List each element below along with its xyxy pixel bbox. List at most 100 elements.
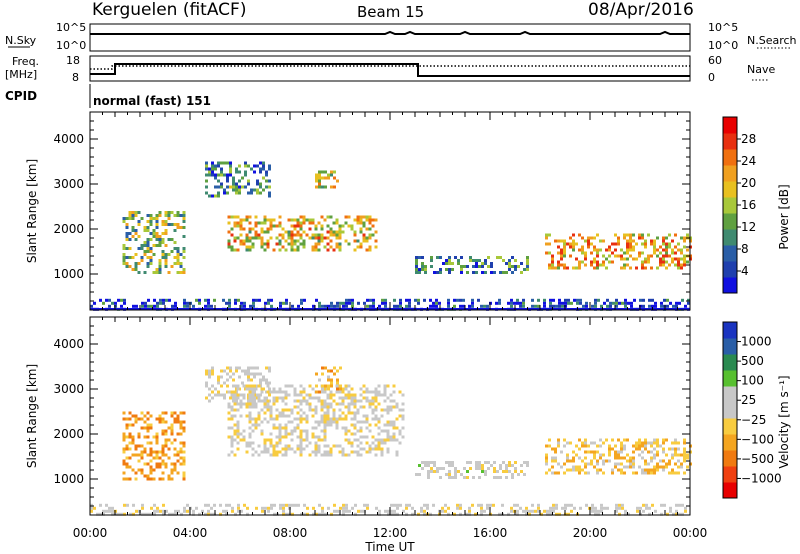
y-tick-label: 2000 (53, 427, 84, 441)
heatmap-cell (321, 512, 324, 516)
heatmap-cell (111, 509, 114, 513)
heatmap-cell (341, 426, 345, 430)
heatmap-cell (686, 456, 689, 460)
heatmap-cell (371, 435, 375, 439)
heatmap-cell (183, 304, 186, 308)
heatmap-cell (371, 441, 375, 445)
heatmap-cell (359, 441, 363, 445)
heatmap-cell (195, 506, 198, 510)
heatmap-cell (149, 256, 153, 259)
heatmap-cell (153, 298, 156, 302)
heatmap-cell (590, 251, 593, 255)
heatmap-cell (344, 417, 348, 421)
heatmap-cell (584, 471, 587, 475)
velocity-colorbar-label: Velocity [m s⁻¹] (777, 375, 791, 468)
heatmap-cell (481, 262, 484, 265)
heatmap-cell (317, 248, 321, 252)
heatmap-cell (256, 179, 259, 183)
heatmap-cell (332, 233, 336, 237)
heatmap-cell (350, 423, 354, 427)
heatmap-cell (246, 512, 249, 516)
heatmap-cell (377, 402, 381, 406)
heatmap-cell (128, 465, 132, 469)
heatmap-cell (170, 471, 174, 475)
heatmap-cell (596, 450, 599, 454)
heatmap-cell (134, 232, 138, 235)
heatmap-cell (241, 176, 244, 180)
heatmap-cell (582, 304, 585, 308)
heatmap-cell (594, 512, 597, 516)
heatmap-cell (439, 476, 442, 479)
heatmap-cell (548, 444, 551, 448)
heatmap-cell (415, 271, 418, 274)
heatmap-cell (363, 301, 366, 305)
heatmap-cell (587, 444, 590, 448)
heatmap-cell (257, 233, 261, 237)
heatmap-cell (153, 509, 156, 513)
heatmap-cell (314, 242, 318, 246)
heatmap-cell (161, 417, 165, 421)
heatmap-cell (644, 468, 647, 472)
heatmap-cell (141, 304, 144, 308)
heatmap-cell (660, 512, 663, 516)
heatmap-cell (137, 435, 141, 439)
heatmap-cell (423, 503, 426, 507)
heatmap-cell (668, 462, 671, 466)
x-tick-label: 00:00 (673, 526, 708, 540)
heatmap-cell (353, 432, 357, 436)
heatmap-cell (266, 402, 270, 406)
heatmap-cell (499, 476, 502, 479)
heatmap-cell (383, 408, 387, 412)
heatmap-cell (514, 265, 517, 268)
heatmap-cell (287, 384, 291, 388)
heatmap-cell (651, 304, 654, 308)
heatmap-cell (251, 429, 255, 433)
heatmap-cell (653, 242, 656, 246)
heatmap-cell (566, 242, 569, 246)
heatmap-cell (333, 185, 336, 189)
heatmap-cell (344, 453, 348, 457)
heatmap-cell (269, 236, 273, 240)
heatmap-cell (225, 301, 228, 305)
heatmap-cell (239, 233, 243, 237)
heatmap-cell (499, 256, 502, 259)
heatmap-cell (510, 304, 513, 308)
heatmap-cell (329, 245, 333, 249)
heatmap-cell (644, 257, 647, 261)
heatmap-cell (208, 387, 211, 391)
heatmap-cell (205, 167, 208, 171)
heatmap-cell (285, 503, 288, 507)
heatmap-cell (516, 503, 519, 507)
heatmap-cell (335, 242, 339, 246)
heatmap-cell (242, 227, 246, 231)
heatmap-cell (159, 298, 162, 302)
heatmap-cell (239, 221, 243, 225)
heatmap-cell (395, 405, 399, 409)
heatmap-cell (217, 381, 220, 385)
heatmap-cell (656, 254, 659, 258)
heatmap-cell (357, 301, 360, 305)
heatmap-cell (471, 304, 474, 308)
heatmap-cell (401, 408, 405, 412)
heatmap-cell (269, 444, 273, 448)
heatmap-cell (211, 372, 214, 376)
heatmap-cell (490, 262, 493, 265)
heatmap-cell (451, 461, 454, 464)
heatmap-cell (680, 453, 683, 457)
heatmap-cell (335, 233, 339, 237)
heatmap-cell (287, 218, 291, 222)
heatmap-cell (211, 164, 214, 168)
heatmap-cell (668, 263, 671, 267)
heatmap-cell (305, 417, 309, 421)
heatmap-cell (251, 227, 255, 231)
heatmap-cell (300, 298, 303, 302)
heatmap-cell (617, 242, 620, 246)
heatmap-cell (662, 236, 665, 240)
heatmap-cell (251, 417, 255, 421)
heatmap-cell (140, 256, 144, 259)
heatmap-cell (427, 464, 430, 467)
heatmap-cell (281, 227, 285, 231)
heatmap-cell (266, 384, 270, 388)
heatmap-cell (269, 414, 273, 418)
